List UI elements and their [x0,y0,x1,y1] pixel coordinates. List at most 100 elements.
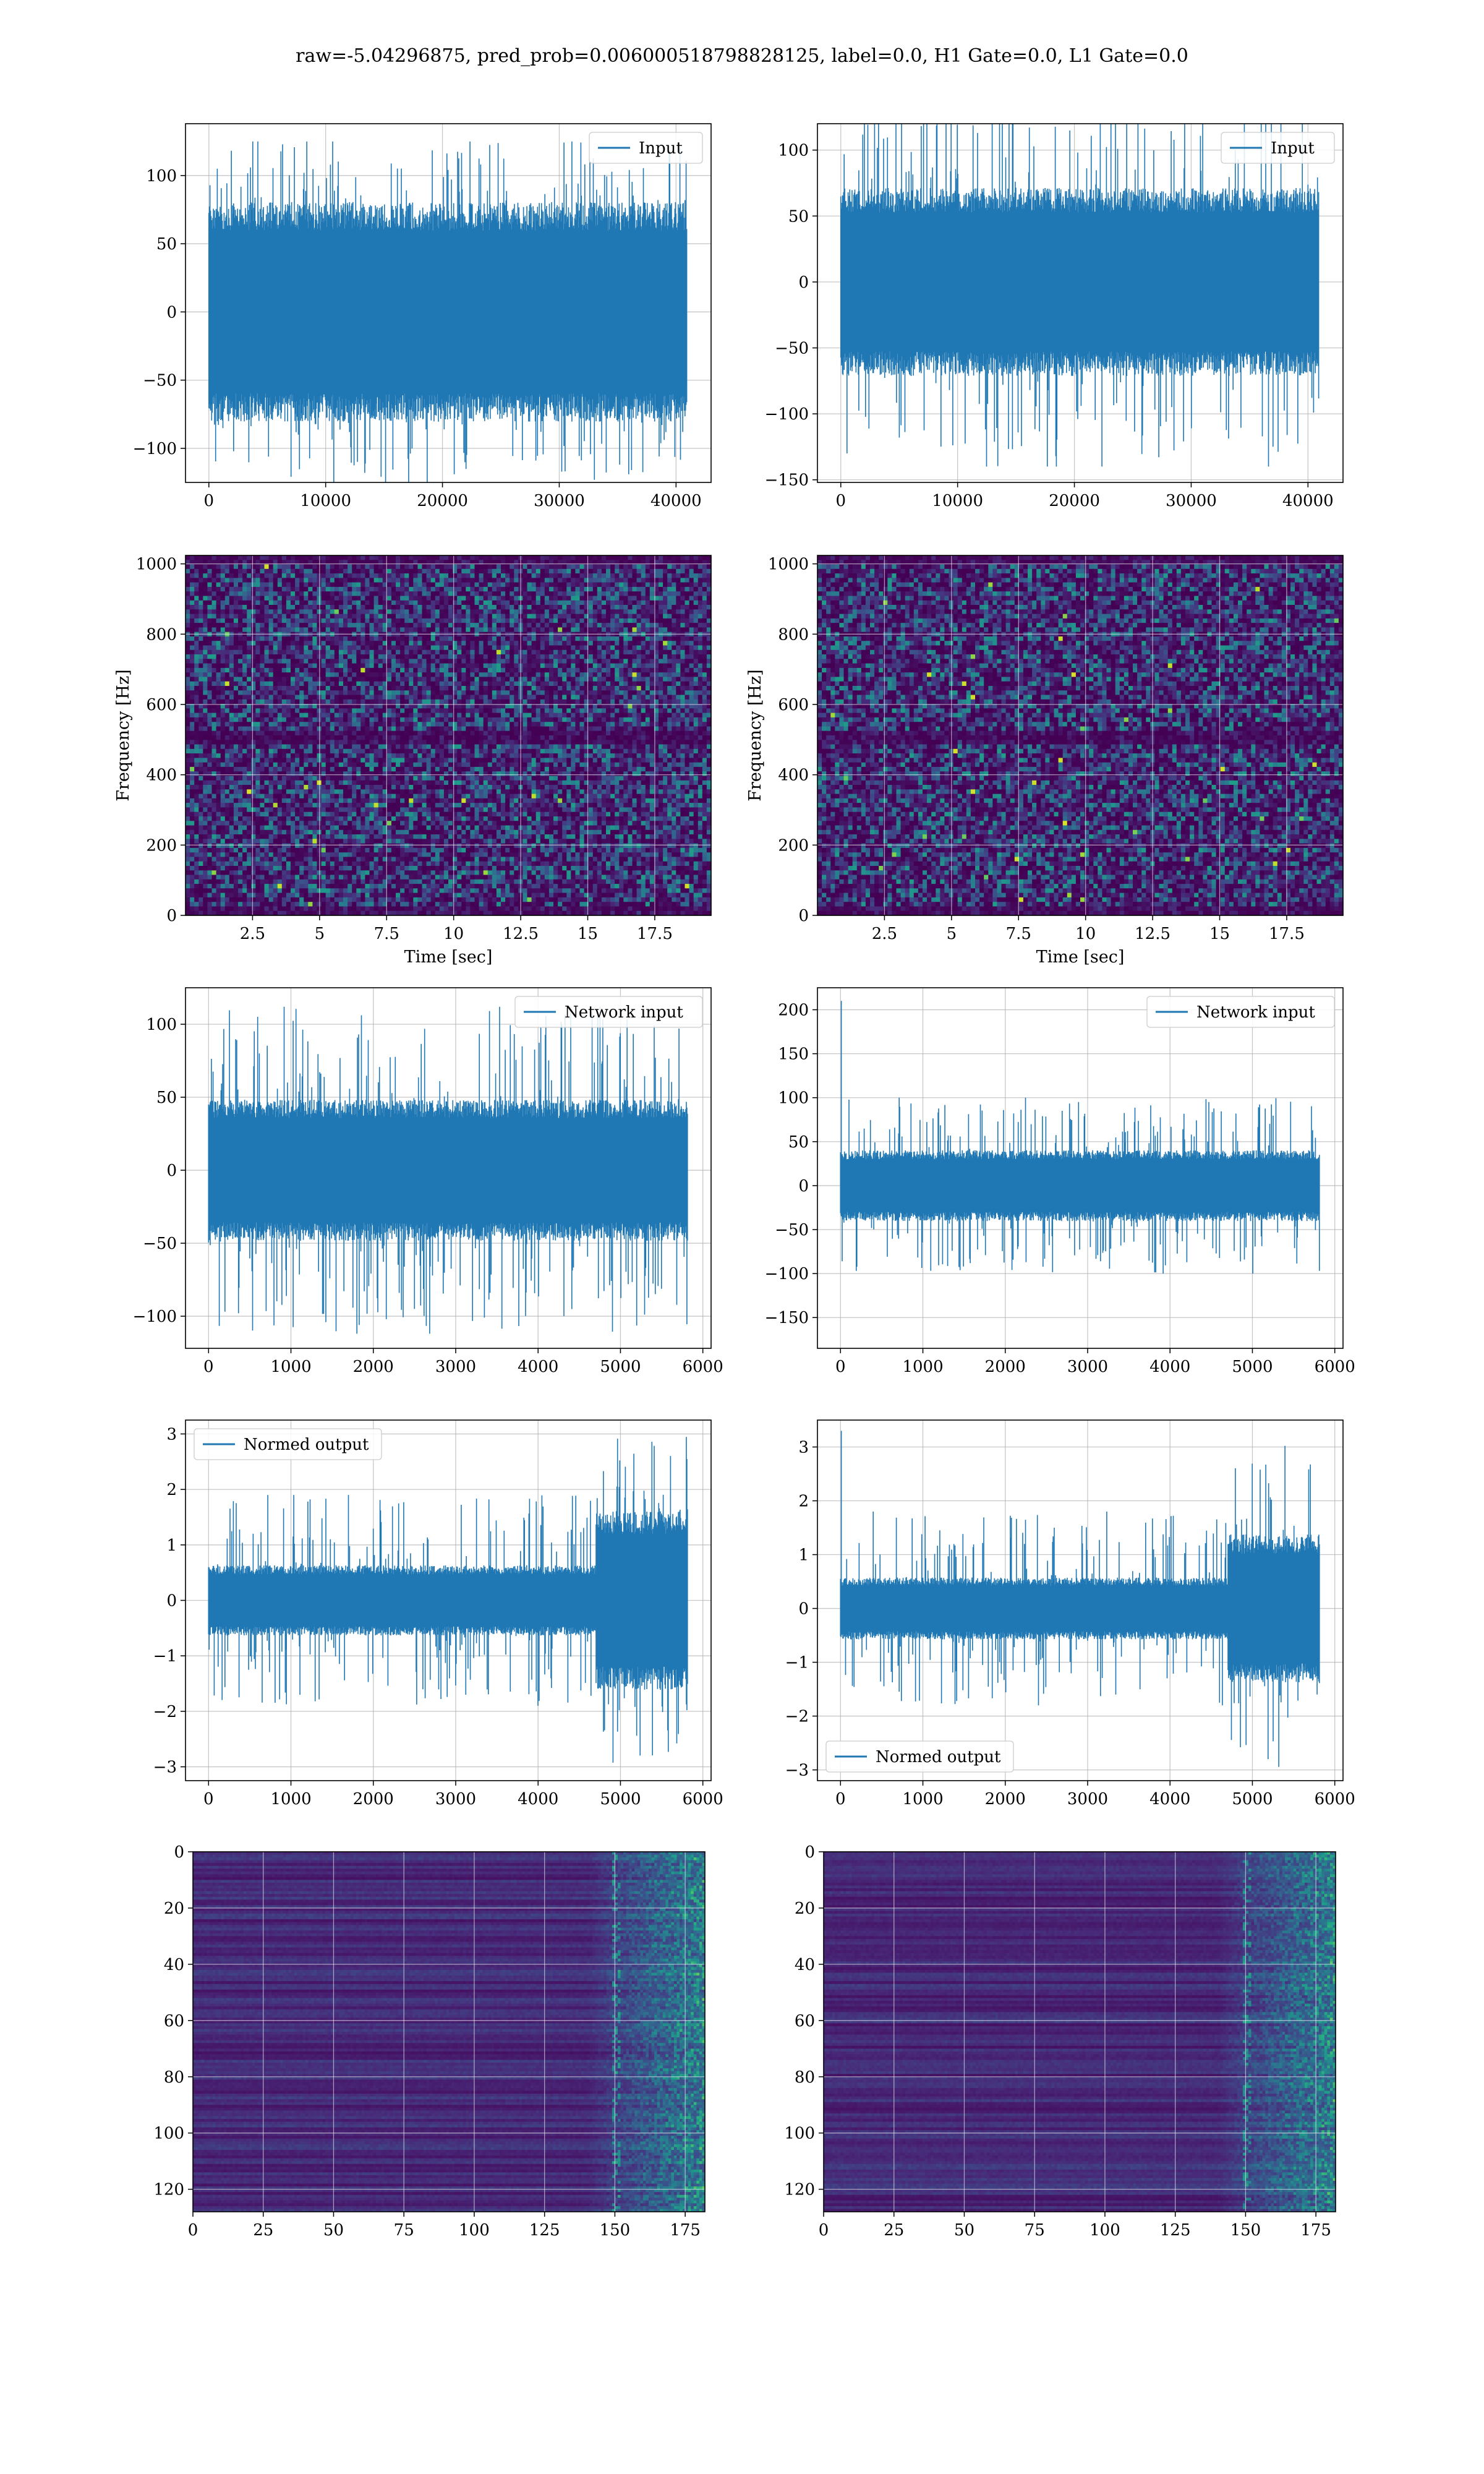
spectrogram-cell [435,583,440,588]
spectrogram-cell [378,583,383,588]
spectrogram-cell [470,573,475,578]
spectrogram-cell [216,596,221,601]
spectrogram-cell [435,565,440,570]
spectrogram-cell [221,596,226,601]
spectrogram-cell [234,601,239,606]
spectrogram-cell [602,605,607,610]
spectrogram-cell [637,605,642,610]
spectrogram-cell [623,618,628,623]
spectrogram-cell [571,587,576,592]
spectrogram-cell [694,573,699,578]
spectrogram-cell [689,565,694,570]
spectrogram-cell [623,591,628,596]
spectrogram-cell [575,609,580,614]
spectrogram-cell [628,614,633,619]
spectrogram-cell [597,605,602,610]
spectrogram-cell [278,569,283,574]
spectrogram-cell [479,587,484,592]
spectrogram-cell [335,601,339,606]
spectrogram-cell [348,623,352,628]
spectrogram-cell [637,583,642,588]
spectrogram-cell [255,587,260,592]
spectrogram-cell [553,569,558,574]
spectrogram-cell [322,591,326,596]
spectrogram-cell [269,623,274,628]
spectrogram-cell [330,618,335,623]
spectrogram-cell [514,565,519,570]
spectrogram-cell [633,605,638,610]
spectrogram-cell [667,609,672,614]
spectrogram-cell [251,569,256,574]
spectrogram-cell [527,623,532,628]
spectrogram-cell [370,573,375,578]
spectrogram-cell [238,609,243,614]
spectrogram-cell [650,587,655,592]
spectrogram-cell [194,605,199,610]
spectrogram-cell [339,591,344,596]
spectrogram-cell [225,601,230,606]
spectrogram-cell [260,614,265,619]
spectrogram-cell [597,591,602,596]
spectrogram-cell [225,605,230,610]
spectrogram-cell [558,555,563,560]
spectrogram-cell [247,614,252,619]
spectrogram-cell [348,565,352,570]
spectrogram-cell [702,587,707,592]
spectrogram-cell [663,583,668,588]
spectrogram-cell [440,605,445,610]
spectrogram-cell [536,555,541,560]
spectrogram-cell [522,614,527,619]
spectrogram-cell [326,601,331,606]
spectrogram-cell [291,601,296,606]
spectrogram-cell [255,578,260,583]
spectrogram-cell [527,555,532,560]
spectrogram-cell [685,587,690,592]
spectrogram-cell [562,569,567,574]
spectrogram-cell [299,578,304,583]
spectrogram-cell [562,601,567,606]
spectrogram-cell [571,596,576,601]
spectrogram-cell [194,583,199,588]
spectrogram-cell [549,565,554,570]
spectrogram-cell [663,565,668,570]
spectrogram-cell [378,605,383,610]
spectrogram-cell [641,569,646,574]
spectrogram-cell [190,605,195,610]
spectrogram-cell [694,609,699,614]
spectrogram-cell [532,609,537,614]
spectrogram-cell [479,605,484,610]
spectrogram-cell [198,578,203,583]
spectrogram-cell [273,587,278,592]
spectrogram-cell [466,573,471,578]
spectrogram-cell [497,573,501,578]
spectrogram-cell [501,578,506,583]
spectrogram-cell [633,591,638,596]
spectrogram-cell [532,601,537,606]
spectrogram-cell [689,555,694,560]
spectrogram-cell [409,565,414,570]
spectrogram-cell [295,583,300,588]
spectrogram-cell [461,573,466,578]
spectrogram-cell [488,609,493,614]
spectrogram-cell [492,618,497,623]
spectrogram-cell [659,614,663,619]
spectrogram-cell [221,618,226,623]
spectrogram-cell [545,573,550,578]
spectrogram-cell [484,573,488,578]
spectrogram-cell [326,591,331,596]
spectrogram-cell [229,555,234,560]
spectrogram-cell [330,583,335,588]
spectrogram-cell [466,565,471,570]
spectrogram-cell [694,565,699,570]
spectrogram-cell [558,609,563,614]
figure-title: raw=-5.04296875, pred_prob=0.00600051879… [296,45,1188,67]
spectrogram-cell [260,573,265,578]
spectrogram-cell [242,578,247,583]
spectrogram-cell [435,623,440,628]
spectrogram-cell [694,583,699,588]
spectrogram-cell [198,555,203,560]
spectrogram-cell [637,578,642,583]
spectrogram-cell [628,583,633,588]
spectrogram-cell [461,618,466,623]
spectrogram-cell [602,618,607,623]
